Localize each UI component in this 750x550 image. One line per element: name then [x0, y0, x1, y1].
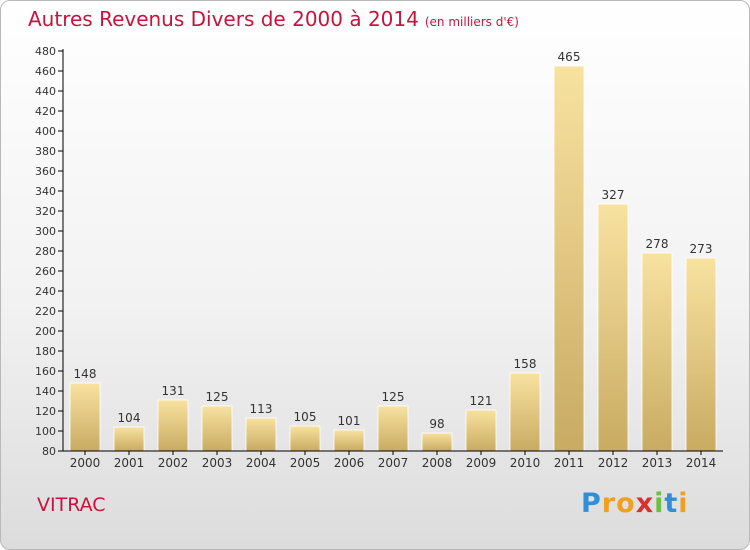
y-tick-label: 380 — [35, 145, 56, 158]
value-label-2010: 158 — [514, 357, 537, 371]
x-tick-label-2006: 2006 — [334, 456, 365, 470]
y-tick-label: 200 — [35, 325, 56, 338]
bar-2009 — [465, 409, 497, 452]
y-tick-label: 180 — [35, 345, 56, 358]
y-tick-label: 360 — [35, 165, 56, 178]
value-label-2014: 273 — [690, 242, 713, 256]
x-tick-label-2012: 2012 — [598, 456, 629, 470]
x-tick-label-2014: 2014 — [686, 456, 717, 470]
y-tick-label: 240 — [35, 285, 56, 298]
bar-2005 — [289, 425, 321, 452]
value-label-2002: 131 — [162, 384, 185, 398]
y-tick-label: 140 — [35, 385, 56, 398]
y-tick-label: 220 — [35, 305, 56, 318]
y-tick-label: 260 — [35, 265, 56, 278]
bar-2001 — [113, 426, 145, 452]
x-tick-label-2009: 2009 — [466, 456, 497, 470]
commune-name: VITRAC — [37, 494, 106, 516]
x-tick-label-2002: 2002 — [158, 456, 189, 470]
y-tick-label: 160 — [35, 365, 56, 378]
bar-2002 — [157, 399, 189, 452]
x-tick-label-2004: 2004 — [246, 456, 277, 470]
bar-2006 — [333, 429, 365, 452]
logo-letter: i — [678, 488, 689, 519]
bar-2010 — [509, 372, 541, 452]
value-label-2001: 104 — [118, 411, 141, 425]
bar-2007 — [377, 405, 409, 452]
y-tick-label: 280 — [35, 245, 56, 258]
x-tick-label-2010: 2010 — [510, 456, 541, 470]
x-tick-label-2013: 2013 — [642, 456, 673, 470]
x-tick-label-2000: 2000 — [70, 456, 101, 470]
logo-letter: x — [635, 488, 655, 519]
y-tick-label: 80 — [42, 445, 56, 458]
value-label-2012: 327 — [602, 188, 625, 202]
bar-2004 — [245, 417, 277, 452]
logo-letter: o — [616, 488, 636, 519]
chart-title-text: Autres Revenus Divers de 2000 à 2014 — [28, 7, 419, 31]
x-tick-label-2007: 2007 — [378, 456, 409, 470]
value-label-2006: 101 — [338, 414, 361, 428]
value-label-2011: 465 — [558, 50, 581, 64]
chart-title: Autres Revenus Divers de 2000 à 2014 (en … — [28, 7, 519, 31]
y-tick-label: 100 — [35, 425, 56, 438]
value-label-2003: 125 — [206, 390, 229, 404]
y-tick-label: 480 — [35, 45, 56, 58]
value-label-2007: 125 — [382, 390, 405, 404]
logo-letter: r — [601, 488, 617, 519]
bar-2013 — [641, 252, 673, 452]
y-tick-label: 440 — [35, 85, 56, 98]
x-tick-label-2001: 2001 — [114, 456, 145, 470]
x-tick-label-2008: 2008 — [422, 456, 453, 470]
value-label-2013: 278 — [646, 237, 669, 251]
proxiti-logo: Proxiti — [581, 488, 689, 519]
bar-2012 — [597, 203, 629, 452]
x-tick-label-2011: 2011 — [554, 456, 585, 470]
y-tick-label: 420 — [35, 105, 56, 118]
bar-2008 — [421, 432, 453, 452]
logo-letter: P — [581, 488, 602, 519]
chart-subtitle: (en milliers d'€) — [424, 15, 519, 29]
logo-letter: t — [664, 488, 679, 519]
y-tick-label: 300 — [35, 225, 56, 238]
x-tick-label-2003: 2003 — [202, 456, 233, 470]
y-tick-label: 400 — [35, 125, 56, 138]
value-label-2008: 98 — [429, 417, 444, 431]
bar-2014 — [685, 257, 717, 452]
y-tick-label: 460 — [35, 65, 56, 78]
bar-2011 — [553, 65, 585, 452]
logo-letter: i — [654, 488, 665, 519]
y-tick-label: 120 — [35, 405, 56, 418]
value-label-2009: 121 — [470, 394, 493, 408]
bar-2000 — [69, 382, 101, 452]
value-label-2005: 105 — [294, 410, 317, 424]
value-label-2000: 148 — [74, 367, 97, 381]
value-label-2004: 113 — [250, 402, 273, 416]
x-tick-label-2005: 2005 — [290, 456, 321, 470]
bar-2003 — [201, 405, 233, 452]
y-tick-label: 340 — [35, 185, 56, 198]
y-tick-label: 320 — [35, 205, 56, 218]
